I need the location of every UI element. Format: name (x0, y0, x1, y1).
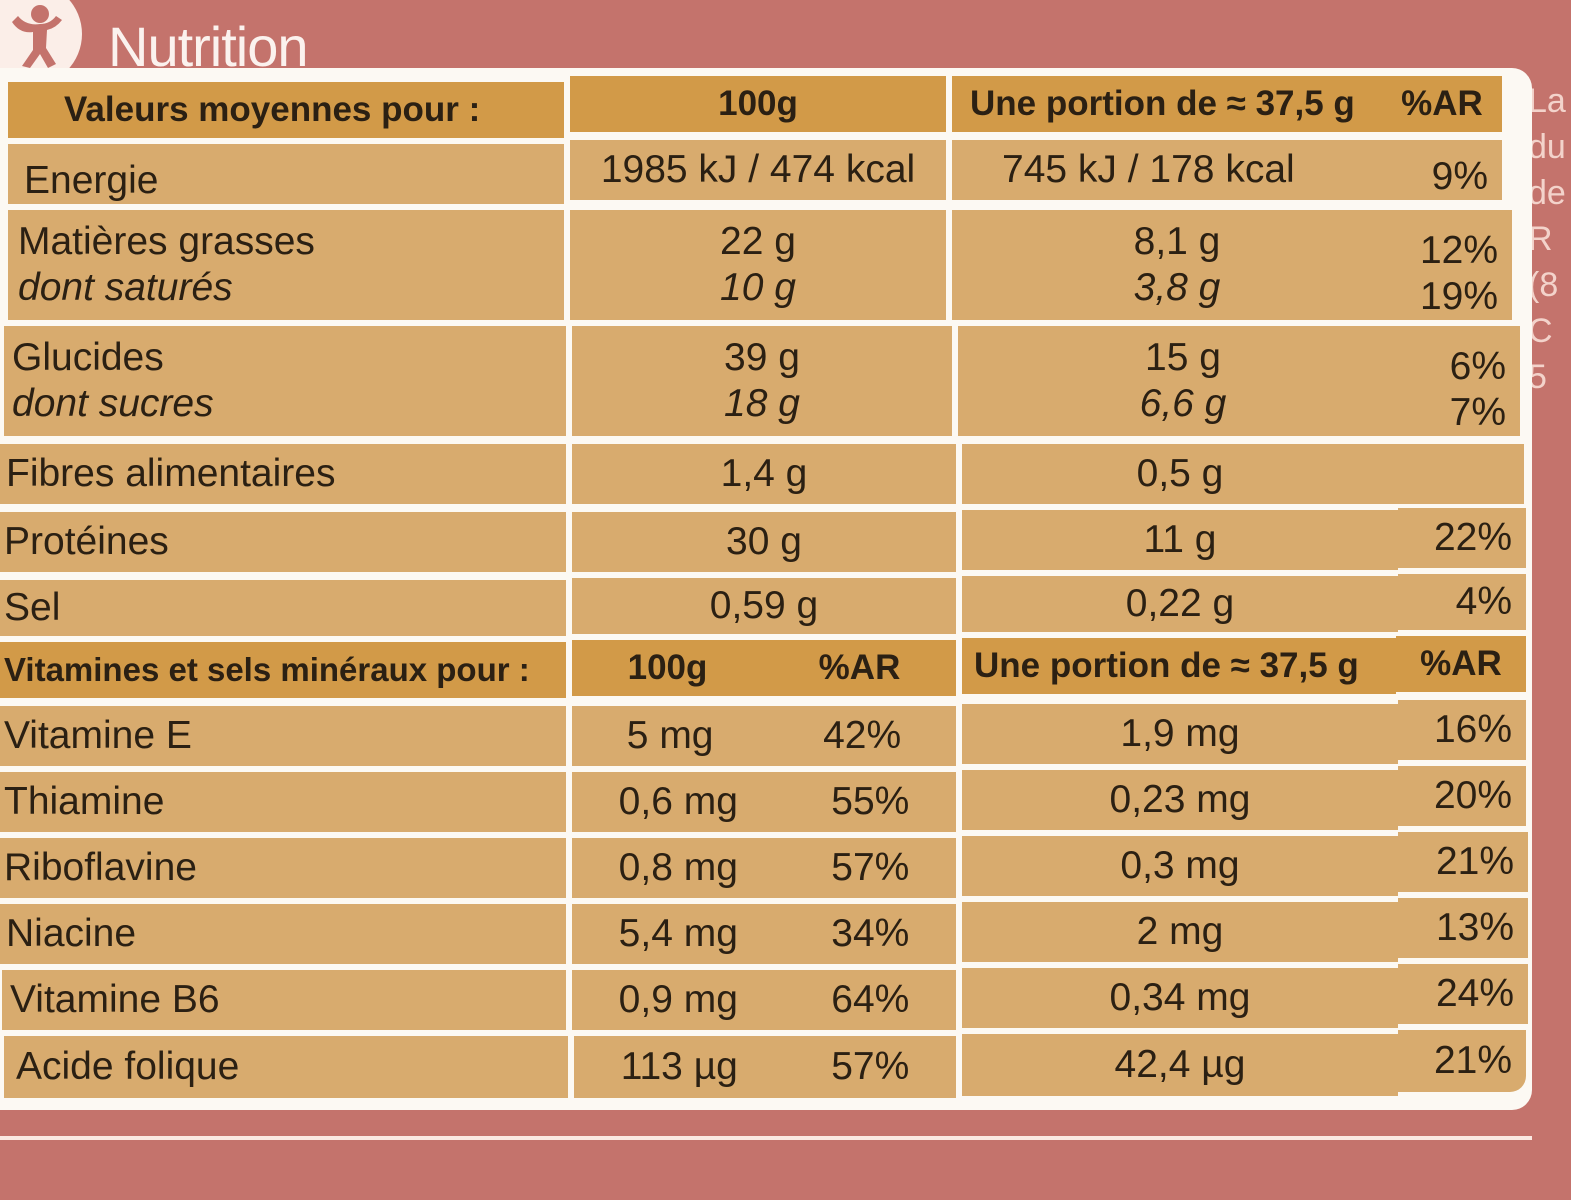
ar-matieres-grasses: 12% (1419, 229, 1498, 272)
vitamin-header-label: Vitamines et sels minéraux pour : (0, 642, 566, 698)
row-ar-fibres (1398, 444, 1524, 504)
row-portion-proteines: 11 g (962, 510, 1398, 570)
vitamin-row-portion: 2 mg (962, 902, 1398, 962)
vitamin-row-portion: 0,34 mg (962, 968, 1398, 1028)
vitamin-row-label: Vitamine E (0, 706, 566, 766)
vitamin-header-ar100: %AR (818, 648, 901, 687)
vitamin-row-label: Riboflavine (0, 838, 566, 898)
vitamin-row-100g: 5 mg 42% (572, 706, 956, 766)
label-dont-sucres: dont sucres (12, 382, 214, 425)
vitamin-row-ar100: 55% (831, 780, 910, 823)
label-matieres-grasses: Matières grasses (18, 220, 315, 263)
nutrition-header: Nutrition (0, 0, 1571, 86)
row-per100-matieres-grasses: 22 g 10 g (570, 210, 946, 320)
row-label-energie: Energie (8, 144, 564, 204)
row-label-matieres-grasses: Matières grasses dont saturés (8, 210, 564, 320)
ar-glucides: 6% (1449, 345, 1506, 388)
value-glucides-portion: 15 g (1145, 336, 1221, 379)
vitamin-row-ar: 21% (1398, 832, 1528, 892)
row-ar-sel: 4% (1398, 574, 1526, 630)
row-portion-energie: 745 kJ / 178 kcal (952, 140, 1382, 200)
vitamin-row-per100: 0,6 mg (618, 780, 738, 823)
vitamin-row-ar100: 57% (831, 1045, 910, 1088)
vitamin-header-per100: 100g (627, 648, 708, 687)
label-glucides: Glucides (12, 336, 164, 379)
vitamin-row-ar100: 42% (823, 714, 902, 757)
vitamin-header-portion: Une portion de ≈ 37,5 g (962, 638, 1396, 694)
row-portion-glucides: 15 g 6,6 g (958, 326, 1408, 436)
value-satures-portion: 3,8 g (1133, 266, 1221, 309)
vitamin-row-per100: 113 µg (620, 1045, 738, 1088)
value-matieres-grasses-portion: 8,1 g (1133, 220, 1221, 263)
vitamin-row-ar100: 57% (831, 846, 910, 889)
vitamin-row-ar: 21% (1398, 1030, 1526, 1092)
side-text-line: de (1528, 174, 1566, 212)
row-label-sel: Sel (0, 580, 566, 636)
main-header-per100: 100g (570, 76, 946, 132)
row-ar-matieres-grasses: 12% 19% (1402, 210, 1512, 320)
vitamin-row-per100: 0,9 mg (618, 978, 738, 1021)
row-per100-glucides: 39 g 18 g (572, 326, 952, 436)
row-per100-proteines: 30 g (572, 512, 956, 572)
value-satures-100g: 10 g (720, 266, 796, 309)
value-sucres-100g: 18 g (724, 382, 800, 425)
row-per100-fibres: 1,4 g (572, 444, 956, 504)
vitamin-row-per100: 5,4 mg (618, 912, 738, 955)
row-label-proteines: Protéines (0, 512, 566, 572)
side-text-line: (8 (1528, 266, 1559, 304)
main-header-label: Valeurs moyennes pour : (8, 82, 564, 138)
vitamin-row-100g: 113 µg 57% (574, 1036, 956, 1098)
vitamin-header-ar: %AR (1396, 636, 1526, 692)
bottom-divider (0, 1136, 1532, 1140)
vitamin-row-100g: 0,9 mg 64% (572, 970, 956, 1030)
side-text-line: du (1528, 128, 1566, 166)
row-ar-energie: 9% (1382, 140, 1502, 200)
row-ar-glucides: 6% 7% (1408, 326, 1520, 436)
vitamin-row-ar: 16% (1398, 700, 1526, 760)
row-label-glucides: Glucides dont sucres (4, 326, 566, 436)
label-dont-satures: dont saturés (18, 266, 233, 309)
side-cut-text: La du de R (8 C 5 (1528, 78, 1571, 400)
vitamin-row-label: Vitamine B6 (2, 970, 566, 1030)
person-icon (12, 5, 62, 68)
vitamin-row-label: Acide folique (4, 1036, 568, 1098)
vitamin-row-100g: 5,4 mg 34% (572, 904, 956, 964)
side-text-line: 5 (1528, 358, 1547, 396)
vitamin-row-ar: 24% (1398, 964, 1528, 1024)
vitamin-row-label: Niacine (0, 904, 566, 964)
main-header-ar: %AR (1382, 76, 1502, 132)
vitamin-row-portion: 0,3 mg (962, 836, 1398, 896)
value-glucides-100g: 39 g (724, 336, 800, 379)
vitamin-row-portion: 1,9 mg (962, 704, 1398, 764)
vitamin-header-100g-group: 100g %AR (572, 640, 956, 696)
vitamin-row-100g: 0,6 mg 55% (572, 772, 956, 832)
vitamin-row-portion: 0,23 mg (962, 770, 1398, 830)
vitamin-row-per100: 0,8 mg (618, 846, 738, 889)
vitamin-row-100g: 0,8 mg 57% (572, 838, 956, 898)
vitamin-row-ar100: 34% (831, 912, 910, 955)
side-text-line: R (1528, 220, 1553, 258)
vitamin-row-ar: 20% (1398, 766, 1526, 826)
ar-satures: 19% (1419, 275, 1498, 318)
row-per100-energie: 1985 kJ / 474 kcal (570, 140, 946, 200)
vitamin-row-per100: 5 mg (626, 714, 714, 757)
side-text-line: La (1528, 82, 1566, 120)
row-label-fibres: Fibres alimentaires (0, 444, 566, 504)
row-portion-fibres: 0,5 g (962, 444, 1398, 504)
vitamin-row-label: Thiamine (0, 772, 566, 832)
vitamin-row-ar: 13% (1398, 898, 1528, 958)
side-text-line: C (1528, 312, 1553, 350)
value-sucres-portion: 6,6 g (1139, 382, 1227, 425)
main-header-portion: Une portion de ≈ 37,5 g (952, 76, 1382, 132)
row-portion-matieres-grasses: 8,1 g 3,8 g (952, 210, 1402, 320)
value-matieres-grasses-100g: 22 g (720, 220, 796, 263)
vitamin-row-ar100: 64% (831, 978, 910, 1021)
row-per100-sel: 0,59 g (572, 578, 956, 634)
ar-sucres: 7% (1449, 391, 1506, 434)
row-ar-proteines: 22% (1398, 508, 1526, 568)
vitamin-row-portion: 42,4 µg (962, 1034, 1398, 1096)
section-title: Nutrition (108, 15, 309, 78)
row-portion-sel: 0,22 g (962, 576, 1398, 632)
